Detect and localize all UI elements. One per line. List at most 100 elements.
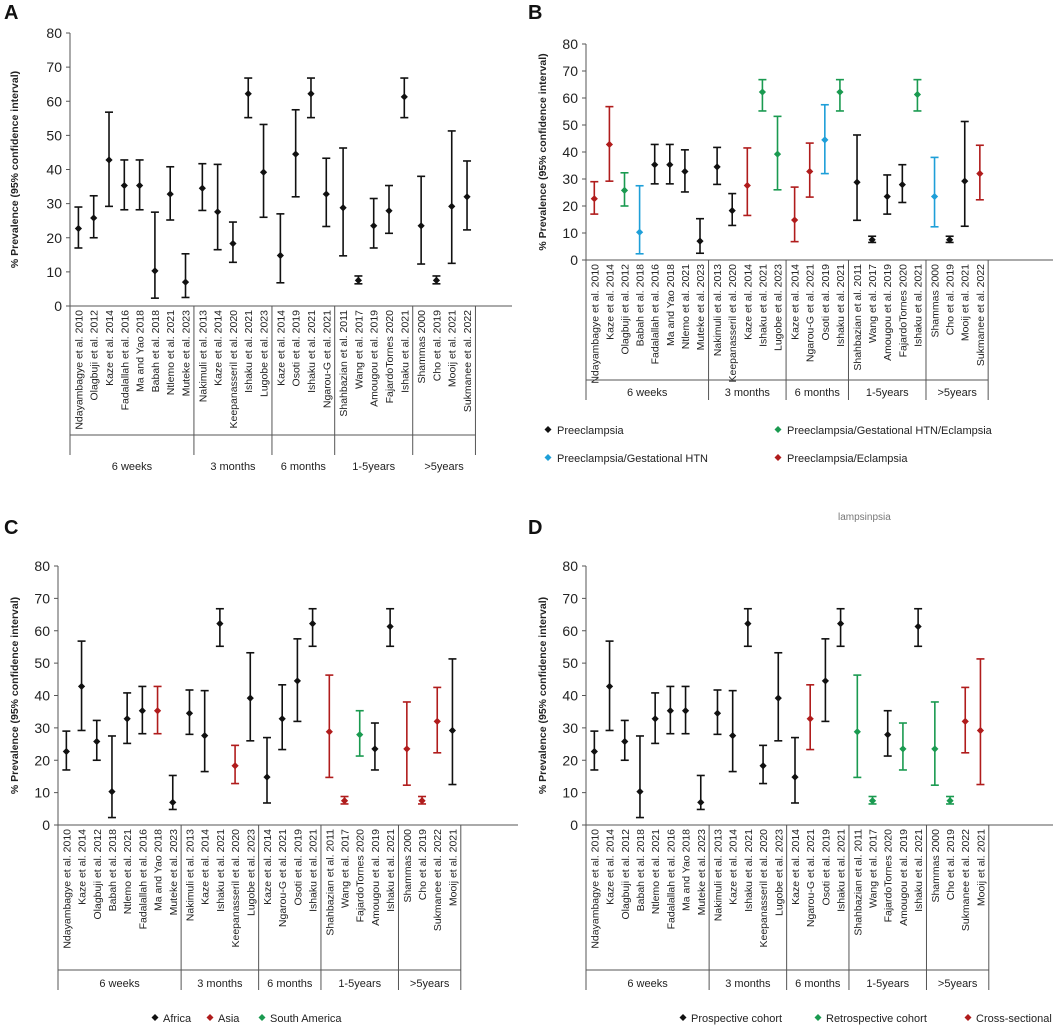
study-label: Mooij et al. 2021 [975, 829, 987, 906]
y-axis-title: % Prevalence (95% confidence interval) [537, 597, 549, 794]
point-marker [651, 715, 659, 723]
study-label: Cho et al. 2019 [417, 829, 429, 900]
y-tick-label: 70 [562, 63, 578, 79]
study-label: Osoti et al. 2019 [292, 829, 304, 906]
point-marker [946, 236, 954, 244]
y-tick-label: 70 [34, 590, 50, 606]
y-tick-label: 40 [46, 162, 62, 178]
y-tick-label: 50 [46, 127, 62, 143]
study-label: Muteke et al. 2023 [695, 264, 707, 351]
y-tick-label: 70 [46, 59, 62, 75]
legend-marker [774, 454, 782, 461]
y-tick-label: 60 [46, 93, 62, 109]
y-tick-label: 80 [562, 36, 578, 52]
point-marker [868, 236, 876, 244]
point-marker [448, 726, 457, 735]
y-axis-title: % Prevalence (95% confidence interval) [537, 53, 549, 250]
study-label: Ndayambagye et al. 2010 [73, 310, 85, 430]
legend-label: Prospective cohort [691, 1013, 782, 1025]
panel-label: B [528, 2, 543, 24]
point-marker [433, 717, 441, 725]
legend-marker [964, 1014, 972, 1021]
group-label: 3 months [725, 978, 771, 990]
study-label: Fadalallah et al. 2016 [119, 310, 131, 411]
point-marker [417, 222, 425, 230]
y-tick-label: 30 [34, 720, 50, 736]
study-label: Wang et al. 2017 [340, 829, 352, 908]
point-marker [385, 207, 393, 215]
study-label: Wang et al. 2017 [353, 310, 365, 389]
study-label: Muteke et al. 2023 [168, 829, 180, 916]
y-axis-title: % Prevalence (95% confidence interval) [9, 597, 21, 794]
study-label: Wang et al. 2017 [868, 829, 880, 908]
point-marker [961, 717, 969, 725]
group-label: 3 months [197, 978, 243, 990]
point-marker [108, 788, 116, 796]
point-marker [229, 239, 237, 248]
point-marker [743, 181, 751, 190]
point-marker [946, 797, 954, 805]
study-label: Sukmanee et al. 2022 [432, 829, 444, 931]
point-marker [696, 237, 704, 245]
legend-label: Preeclampsia [557, 425, 625, 437]
legend-label: Preeclampsia/Eclampsia [787, 453, 908, 465]
study-label: Shammas 2000 [930, 829, 942, 903]
study-label: Kaze et al. 2014 [262, 829, 274, 905]
point-marker [853, 728, 861, 736]
point-marker [961, 177, 969, 185]
point-marker [309, 620, 317, 628]
study-label: Sukmanee et al. 2022 [462, 310, 474, 412]
study-label: Nakimuli et al. 2013 [712, 829, 724, 921]
study-label: Lugobe et al. 2023 [245, 829, 257, 916]
point-marker [339, 204, 347, 212]
group-label: 6 months [795, 387, 841, 399]
study-label: Ishaku et al. 2021 [215, 829, 227, 912]
study-label: Amougou et al. 2019 [882, 264, 894, 361]
group-label: 6 months [267, 978, 313, 990]
study-label: Ngarou-G et al. 2021 [277, 829, 289, 927]
point-marker [791, 773, 799, 781]
point-marker [713, 163, 721, 171]
point-marker [278, 715, 286, 723]
point-marker [214, 208, 222, 216]
study-label: Ntlemo et al. 2021 [650, 829, 662, 914]
point-marker [791, 216, 799, 224]
point-marker [90, 214, 98, 222]
y-axis-title: % Prevalence (95% confidence interval) [9, 71, 21, 268]
legend-label: Africa [163, 1013, 192, 1025]
study-label: Lugobe et al. 2023 [773, 264, 785, 351]
study-label: Ndayambagye et al. 2010 [589, 829, 601, 949]
study-label: Ishaku et al. 2021 [835, 264, 847, 347]
legend-marker [206, 1014, 214, 1021]
point-marker [403, 745, 411, 753]
y-tick-label: 20 [34, 752, 50, 768]
study-label: Ishaku et al. 2021 [743, 829, 755, 912]
point-marker [883, 192, 891, 201]
point-marker [868, 797, 877, 805]
point-marker [201, 732, 209, 740]
point-marker [590, 747, 598, 756]
point-marker [620, 186, 629, 194]
study-label: Ma and Yao 2018 [135, 310, 147, 392]
y-tick-label: 20 [562, 198, 578, 214]
study-label: FajardoTornes 2020 [355, 829, 367, 923]
point-marker [93, 737, 101, 746]
study-label: Osoti et al. 2019 [291, 310, 303, 387]
point-marker [681, 167, 689, 176]
study-label: Cho et al. 2019 [431, 310, 443, 381]
y-tick-label: 0 [54, 298, 62, 314]
point-marker [836, 88, 844, 96]
y-tick-label: 40 [562, 688, 578, 704]
study-label: Ma and Yao 2018 [665, 264, 677, 346]
y-tick-label: 60 [562, 90, 578, 106]
y-tick-label: 40 [34, 688, 50, 704]
study-label: Fadalallah et al. 2016 [137, 829, 149, 930]
point-marker [448, 202, 456, 210]
y-tick-label: 10 [562, 785, 578, 801]
study-label: Nakimuli et al. 2013 [712, 264, 724, 356]
legend-marker [774, 426, 782, 433]
point-marker [259, 168, 268, 176]
study-label: Ishaku et al. 2021 [385, 829, 397, 912]
study-label: Lugobe et al. 2023 [259, 310, 271, 397]
study-label: Shammas 2000 [402, 829, 414, 903]
